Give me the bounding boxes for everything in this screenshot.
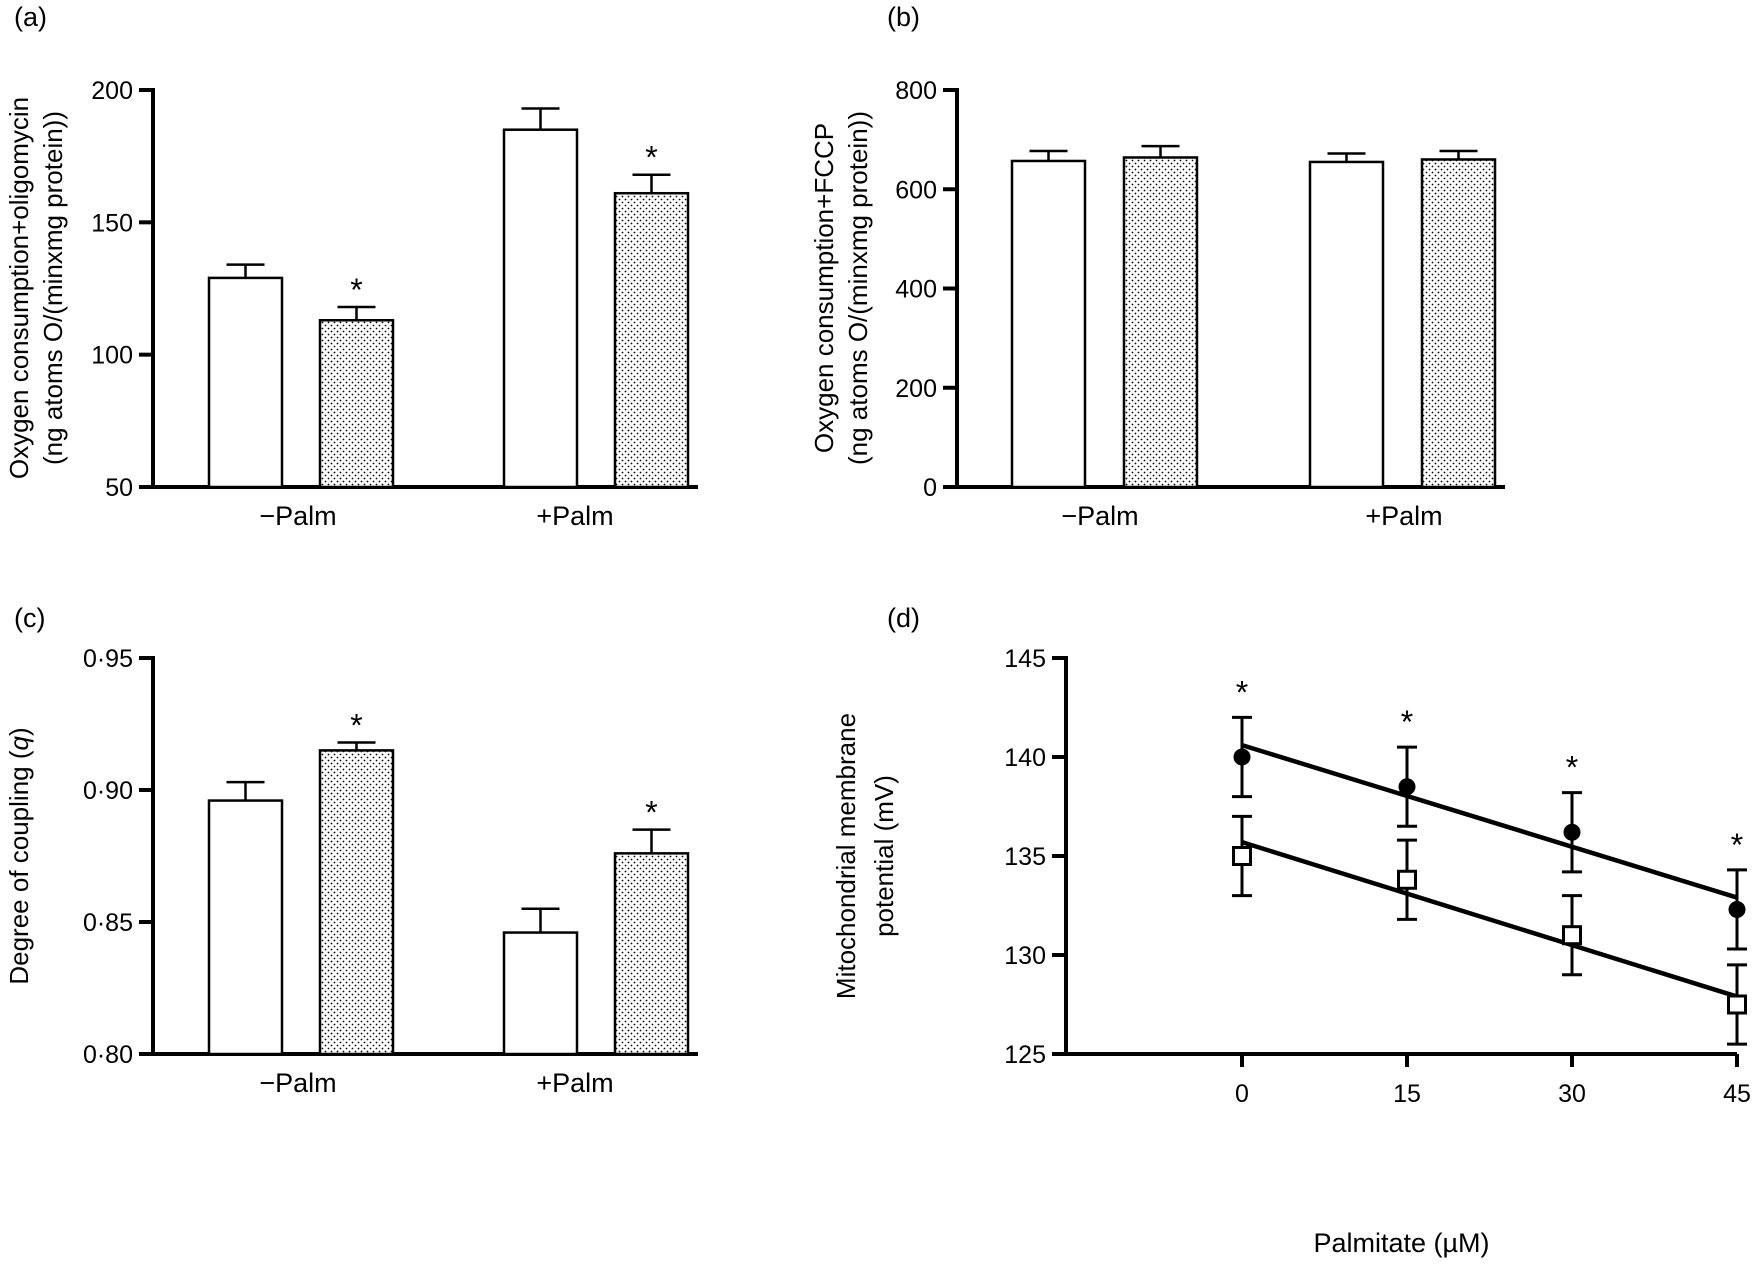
panel-d-point-square <box>1562 925 1582 946</box>
panel-a-error-bar <box>632 173 671 194</box>
panel-a-ytick-label: 200 <box>91 77 133 105</box>
panel-a-chart: 50 100 150 200 * −Palm * +Palm (a) Oxygen consump… <box>4 2 698 531</box>
panel-d-chart: 125 130 135 140 145 0 15 30 45 * * * * Palmitate (µM)… <box>831 603 1751 1258</box>
panel-a-bar-control <box>502 128 579 489</box>
panel-b-error-bar <box>1141 144 1180 158</box>
panel-b-bar-treated <box>1122 156 1199 489</box>
panel-a-ytick-label: 100 <box>91 342 133 370</box>
panel-d-xtick-label: 15 <box>1393 1080 1421 1108</box>
panel-a-ytick-label: 150 <box>91 209 133 237</box>
panel-d-significance-star: * <box>1566 750 1578 786</box>
panel-c-ylabel: Degree of coupling (q) <box>4 727 34 984</box>
panel-d-significance-star: * <box>1731 827 1743 863</box>
panel-a-bar-treated <box>613 191 690 489</box>
panel-d-fit-line <box>1241 839 1738 999</box>
panel-a-significance-star: * <box>350 272 362 308</box>
panel-b-error-bar <box>1439 149 1478 160</box>
panel-c-bar-treated <box>613 852 690 1056</box>
panel-b-panel-label: (b) <box>887 2 920 32</box>
panel-a-panel-label: (a) <box>14 2 47 32</box>
panel-d-xtick-label: 45 <box>1723 1080 1751 1108</box>
panel-d-point-square <box>1397 869 1417 890</box>
panel-c-significance-star: * <box>645 795 657 831</box>
panel-d-significance-star: * <box>1401 704 1413 740</box>
panel-d-xtick-label: 0 <box>1235 1080 1249 1108</box>
panel-b-ytick-label: 600 <box>895 176 937 204</box>
panel-d-xlabel: Palmitate (µM) <box>1313 1228 1489 1258</box>
panel-d-xtick-label: 30 <box>1558 1080 1586 1108</box>
panel-b-ytick-label: 800 <box>895 77 937 105</box>
panel-d-significance-star: * <box>1236 674 1248 710</box>
panel-b-ytick-label: 0 <box>923 474 937 502</box>
panel-d-ytick-label: 130 <box>1004 942 1046 970</box>
panel-d-point-circle <box>1563 823 1581 841</box>
panel-b-ylabel-line: (ng atoms O/(minxmg protein)) <box>843 111 873 465</box>
panel-a-error-bar <box>226 263 265 278</box>
panel-b-error-bar <box>1327 152 1366 162</box>
panel-d-ytick-label: 145 <box>1004 645 1046 673</box>
panel-c-error-bar <box>521 907 560 933</box>
panel-b-ytick-label: 400 <box>895 276 937 304</box>
panel-c-panel-label: (c) <box>14 603 45 633</box>
panel-c-error-bar <box>337 741 376 751</box>
panel-d-ytick-label: 135 <box>1004 843 1046 871</box>
panel-d-point-circle <box>1728 900 1746 918</box>
panel-c-bar-treated <box>318 749 395 1056</box>
panel-b-ylabel-line: Oxygen consumption+FCCP <box>809 123 839 453</box>
panel-b-chart: 0 200 400 600 800 −Palm +Palm (b) Oxygen consump… <box>809 2 1505 531</box>
panel-b-bar-control <box>1010 159 1087 489</box>
panel-c-ytick-label: 0·90 <box>83 777 133 805</box>
panel-c-ytick-label: 0·95 <box>83 645 133 673</box>
panel-d-point-circle <box>1233 748 1251 766</box>
panel-b-bar-treated <box>1420 158 1497 489</box>
panel-d-point-square <box>1727 994 1747 1015</box>
panel-c-bar-control <box>502 931 579 1056</box>
panel-c-error-bar <box>226 780 265 801</box>
panel-a-error-bar <box>337 305 376 321</box>
panel-d-point-square <box>1232 846 1252 866</box>
panel-b-category-label: +Palm <box>1365 501 1442 531</box>
panel-c-category-label: −Palm <box>259 1068 336 1098</box>
panel-a-significance-star: * <box>645 140 657 176</box>
panel-a-ytick-label: 50 <box>105 474 133 502</box>
panel-c-category-label: +Palm <box>536 1068 613 1098</box>
panel-a-bar-control <box>207 276 284 489</box>
panel-d-point-circle <box>1398 778 1416 796</box>
panel-a-category-label: +Palm <box>536 501 613 531</box>
panel-d-ylabel-line: potential (mV) <box>869 775 899 937</box>
panel-c-bar-control <box>207 799 284 1056</box>
panel-a-error-bar <box>521 107 560 130</box>
panel-d-ylabel-line: Mitochondrial membrane <box>831 713 861 999</box>
panel-d-panel-label: (d) <box>887 603 920 633</box>
panel-d-ytick-label: 125 <box>1004 1041 1046 1069</box>
panel-b-bar-control <box>1308 160 1385 489</box>
panel-a-category-label: −Palm <box>259 501 336 531</box>
panel-c-chart: 0·80 0·85 0·90 0·95 * −Palm * +Palm (c) Degree of… <box>4 603 698 1098</box>
panel-d-ytick-label: 140 <box>1004 744 1046 772</box>
panel-c-error-bar <box>632 828 671 854</box>
panel-b-category-label: −Palm <box>1061 501 1138 531</box>
panel-a-bar-treated <box>318 319 395 489</box>
panel-c-significance-star: * <box>350 707 362 743</box>
panel-b-error-bar <box>1029 149 1068 161</box>
panel-a-ylabel-line: Oxygen consumption+oligomycin <box>4 97 34 479</box>
panel-b-ytick-label: 200 <box>895 375 937 403</box>
panel-a-ylabel-line: (ng atoms O/(minxmg protein)) <box>38 111 68 465</box>
panel-c-ytick-label: 0·80 <box>83 1041 133 1069</box>
panel-d-fit-line <box>1241 742 1738 900</box>
panel-c-ytick-label: 0·85 <box>83 909 133 937</box>
